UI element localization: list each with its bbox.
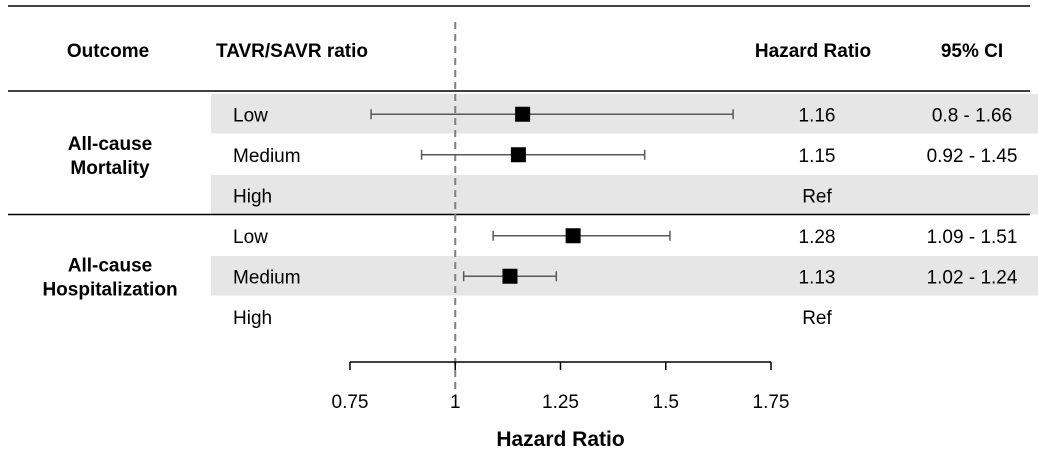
group-label: Hospitalization [42, 279, 177, 300]
x-tick-label: 0.75 [332, 392, 369, 413]
hazard-ratio-value: 1.13 [799, 267, 836, 288]
point-estimate-marker [510, 147, 526, 163]
hazard-ratio-value: Ref [802, 308, 832, 329]
row-shade [211, 256, 1038, 296]
row-label: Medium [233, 146, 301, 167]
row-label: High [233, 186, 272, 207]
header-outcome: Outcome [67, 41, 149, 62]
x-tick-label: 1.75 [753, 392, 790, 413]
hazard-ratio-value: 1.16 [799, 105, 836, 126]
hazard-ratio-value: Ref [802, 186, 832, 207]
hazard-ratio-value: 1.28 [799, 227, 836, 248]
header-ratio: TAVR/SAVR ratio [216, 41, 368, 62]
ci-value: 0.92 - 1.45 [927, 146, 1018, 167]
row-label: High [233, 308, 272, 329]
point-estimate-marker [565, 228, 581, 244]
point-estimate-marker [502, 268, 518, 284]
header-ci: 95% CI [941, 41, 1003, 62]
row-label: Low [233, 105, 268, 126]
group-label: All-cause [68, 255, 152, 276]
x-tick-label: 1 [450, 392, 461, 413]
ci-value: 1.09 - 1.51 [927, 227, 1018, 248]
row-shade [211, 175, 1038, 215]
group-label: All-cause [68, 134, 152, 155]
hazard-ratio-value: 1.15 [799, 146, 836, 167]
point-estimate-marker [515, 106, 531, 122]
x-tick-label: 1.5 [653, 392, 679, 413]
x-axis-title: Hazard Ratio [496, 428, 624, 451]
header-hazard-ratio: Hazard Ratio [755, 41, 871, 62]
ci-value: 1.02 - 1.24 [927, 267, 1018, 288]
x-tick-label: 1.25 [542, 392, 579, 413]
row-label: Low [233, 227, 268, 248]
ci-value: 0.8 - 1.66 [932, 105, 1012, 126]
group-label: Mortality [70, 158, 150, 179]
row-label: Medium [233, 267, 301, 288]
